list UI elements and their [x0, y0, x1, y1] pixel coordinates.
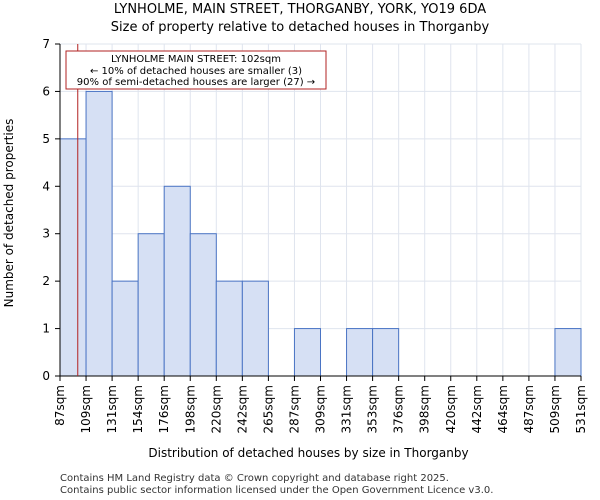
histogram-bar [163, 185, 191, 377]
x-tick-label: 531sqm [574, 385, 588, 433]
y-tick-label: 4 [42, 179, 50, 193]
x-tick-label: 442sqm [470, 385, 484, 433]
annotation-line2: ← 10% of detached houses are smaller (3) [90, 66, 302, 77]
x-tick-label: 154sqm [131, 385, 145, 433]
histogram-bar [346, 328, 374, 377]
x-tick-label: 176sqm [157, 385, 171, 433]
y-tick-label: 6 [42, 84, 50, 98]
x-tick-label: 464sqm [496, 385, 510, 433]
histogram-bar [85, 90, 113, 377]
histogram-bar [372, 328, 400, 377]
chart-title-line2: Size of property relative to detached ho… [110, 20, 490, 35]
x-tick-label: 265sqm [261, 385, 275, 433]
histogram-bar [59, 138, 87, 377]
chart-title-line1: LYNHOLME, MAIN STREET, THORGANBY, YORK, … [113, 2, 487, 17]
x-tick-label: 331sqm [340, 385, 354, 433]
x-tick-label: 376sqm [392, 385, 406, 433]
x-tick-label: 420sqm [444, 385, 458, 433]
histogram-bar [215, 280, 243, 377]
x-tick-label: 87sqm [53, 385, 67, 426]
histogram-bar [554, 328, 582, 377]
x-axis-title: Distribution of detached houses by size … [148, 446, 468, 460]
x-tick-label: 242sqm [235, 385, 249, 433]
footer-licence: Contains public sector information licen… [60, 485, 494, 496]
x-tick-label: 131sqm [105, 385, 119, 433]
histogram-bar [189, 233, 217, 377]
y-tick-label: 1 [42, 322, 50, 336]
x-tick-label: 198sqm [183, 385, 197, 433]
histogram-bar [241, 280, 269, 377]
x-tick-label: 487sqm [522, 385, 536, 433]
y-tick-label: 7 [42, 37, 50, 51]
x-tick-label: 509sqm [548, 385, 562, 433]
annotation-box [65, 50, 327, 90]
footer-copyright: Contains HM Land Registry data © Crown c… [60, 473, 449, 484]
annotation-line3: 90% of semi-detached houses are larger (… [77, 77, 315, 88]
x-tick-label: 220sqm [209, 385, 223, 433]
histogram-bar [293, 328, 322, 377]
histogram-chart: 0 1 2 3 4 5 6 7 87sqm 109sqm 131sqm 154sqm 176sqm 198… [2, 37, 588, 460]
histogram-bar [137, 233, 165, 377]
y-tick-label: 0 [42, 369, 50, 383]
y-tick-label: 5 [42, 132, 50, 146]
x-tick-label: 353sqm [366, 385, 380, 433]
x-tick-label: 287sqm [287, 385, 301, 433]
annotation-line1: LYNHOLME MAIN STREET: 102sqm [111, 54, 281, 65]
y-axis-title: Number of detached properties [2, 119, 16, 308]
x-tick-label: 309sqm [314, 385, 328, 433]
y-tick-label: 3 [42, 227, 50, 241]
x-tick-label: 109sqm [79, 385, 93, 433]
histogram-bar [111, 280, 139, 377]
x-tick-label: 398sqm [418, 385, 432, 433]
y-tick-label: 2 [42, 274, 50, 288]
